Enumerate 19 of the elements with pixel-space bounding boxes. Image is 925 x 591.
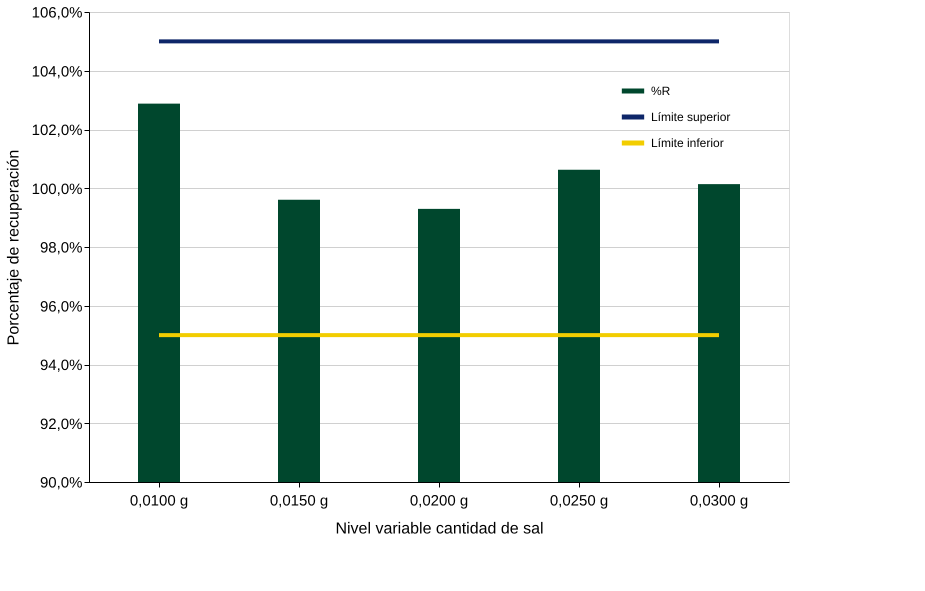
x-tick-label: 0,0200 g [410, 492, 468, 510]
y-tick-label: 104,0% [32, 63, 82, 80]
y-tick-label: 100,0% [32, 180, 82, 198]
legend-label: Límite inferior [651, 136, 724, 150]
y-tick-label: 96,0% [40, 298, 82, 316]
y-tick-label: 92,0% [40, 416, 82, 433]
y-tick-label: 102,0% [32, 122, 82, 139]
x-tick-label: 0,0250 g [550, 492, 608, 510]
legend-label: Límite superior [651, 110, 730, 124]
x-tick-label: 0,0150 g [270, 492, 328, 510]
y-tick-label: 94,0% [40, 357, 82, 374]
y-tick-label: 90,0% [40, 474, 82, 492]
x-axis-title: Nivel variable cantidad de sal [335, 520, 544, 538]
y-tick-label: 98,0% [40, 240, 82, 256]
y-tick-label: 106,0% [32, 4, 82, 22]
legend-label: %R [651, 84, 671, 98]
x-tick-label: 0,0300 g [690, 492, 748, 510]
x-tick-label: 0,0100 g [130, 492, 188, 510]
y-axis-title: Porcentaje de recuperación [6, 150, 23, 346]
